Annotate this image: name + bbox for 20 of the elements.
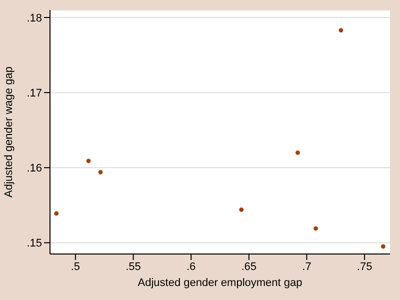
point xyxy=(338,28,344,32)
y-tick-label: .16 xyxy=(26,162,42,175)
point xyxy=(296,150,300,155)
x-tick-label: .7 xyxy=(302,260,312,273)
point xyxy=(86,158,91,164)
y-tick-label: .17 xyxy=(26,87,42,100)
x-axis-title: Adjusted gender employment gap xyxy=(138,277,302,289)
x-tick-label: .5 xyxy=(70,260,80,273)
y-axis-title: Adjusted gender wage gap xyxy=(2,66,15,198)
x-tick-label: .75 xyxy=(356,260,372,273)
x-tick-label: .6 xyxy=(186,260,196,273)
point xyxy=(239,208,244,212)
point xyxy=(380,244,386,249)
point xyxy=(314,226,318,231)
point xyxy=(98,170,103,174)
y-tick-label: .15 xyxy=(26,238,42,250)
x-tick-label: .55 xyxy=(126,260,141,273)
point xyxy=(54,211,59,216)
x-tick-label: .65 xyxy=(241,260,257,273)
y-tick-label: .18 xyxy=(26,12,42,24)
